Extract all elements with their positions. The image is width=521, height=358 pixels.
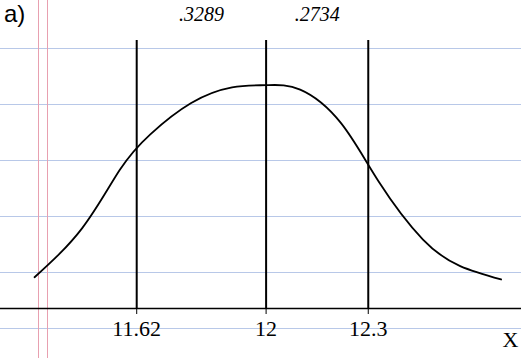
html-text:a): a) [4, 0, 26, 27]
svg-text:12: 12 [255, 316, 277, 341]
svg-text:.3289: .3289 [179, 3, 224, 25]
svg-text:.2734: .2734 [295, 3, 340, 25]
svg-text:12.3: 12.3 [349, 316, 388, 341]
svg-text:11.62: 11.62 [112, 316, 161, 341]
svg-text:X: X [503, 327, 519, 352]
